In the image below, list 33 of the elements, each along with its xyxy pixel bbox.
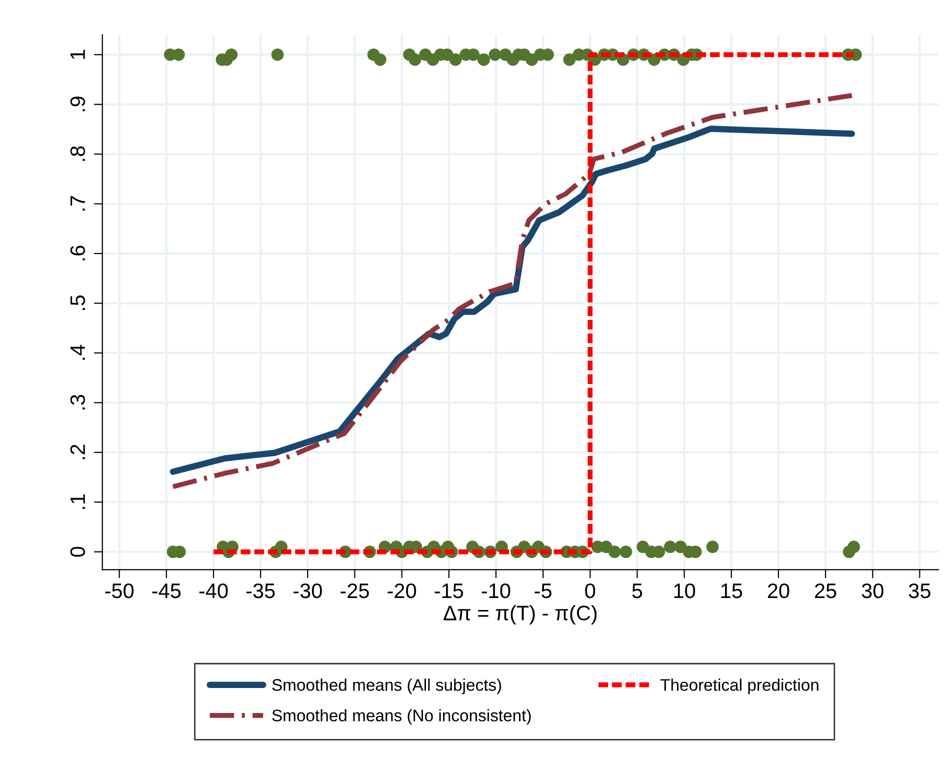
x-tick-label: 5 [632, 584, 642, 598]
y-tick-label: .5 [70, 295, 86, 310]
x-tick-label: 10 [674, 583, 696, 598]
x-tick-label: -45 [152, 584, 181, 598]
y-tick-label: .3 [70, 394, 86, 410]
legend-label: Smoothed means (All subjects) [272, 678, 502, 694]
x-tick-label: 0 [585, 583, 596, 598]
y-tick-label: .9 [70, 96, 86, 112]
x-tick-label: -25 [340, 583, 369, 598]
x-tick-label: -5 [534, 584, 552, 598]
x-tick-label: 35 [908, 583, 930, 598]
y-tick-label: .1 [70, 494, 85, 509]
legend-label: Theoretical prediction [660, 678, 818, 694]
x-tick-label: -30 [294, 583, 322, 598]
x-axis-title: Δπ = π(T) - π(C) [444, 605, 597, 625]
y-tick-label: .8 [70, 146, 86, 161]
x-tick-label: -15 [434, 584, 464, 598]
y-tick-label: .4 [70, 344, 85, 360]
x-tick-label: 15 [721, 584, 742, 598]
legend-label: Smoothed means (No inconsistent) [272, 709, 531, 725]
y-tick-label: .2 [70, 444, 85, 460]
y-tick-label: .6 [70, 246, 86, 260]
y-tick-label: .7 [70, 196, 85, 211]
x-tick-label: -20 [388, 583, 416, 598]
x-tick-label: -40 [199, 583, 228, 598]
x-tick-label: 20 [768, 583, 790, 598]
y-tick-label: 0 [70, 546, 86, 557]
y-tick-label: 1 [70, 50, 85, 59]
x-tick-label: -50 [105, 583, 134, 598]
x-tick-label: 30 [862, 583, 884, 598]
x-tick-label: 25 [814, 583, 836, 598]
x-tick-label: -35 [246, 583, 275, 598]
x-tick-label: -10 [482, 583, 510, 598]
